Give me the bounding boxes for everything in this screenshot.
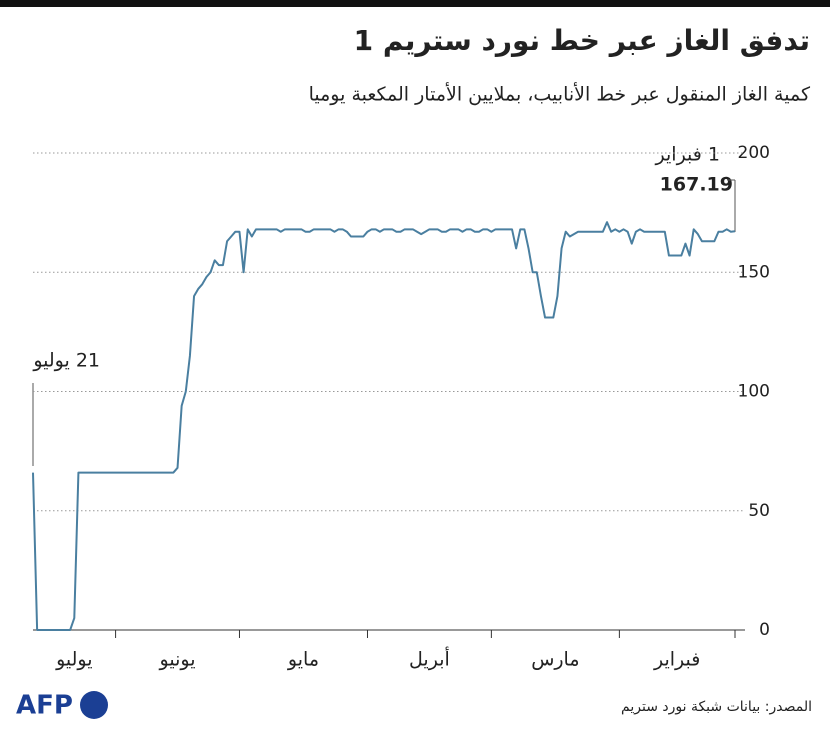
x-tick-label: يوليو [55,649,92,671]
logo-circle [80,691,108,719]
annotation: 21 يوليو [32,350,100,372]
data-label: 167.19 [660,174,733,196]
y-tick-label: 150 [738,262,770,282]
chart-title: تدفق الغاز عبر خط نورد ستريم 1 [354,24,810,57]
x-tick-label: مايو [287,649,319,671]
source: المصدر: بيانات شبكة نورد ستريم [621,699,812,715]
data-line [32,221,736,631]
annotation: 1 فبراير [655,144,720,166]
logo: AFP [16,691,73,721]
y-tick-label: 200 [738,143,770,163]
chart-subtitle: كمية الغاز المنقول عبر خط الأنابيب، بملا… [309,83,811,106]
top-bar [0,0,830,7]
x-tick-label: يونيو [159,649,196,671]
y-tick-label: 0 [759,620,770,640]
x-tick-label: فبراير [653,649,700,671]
x-tick-label: أبريل [409,647,450,671]
x-tick-label: مارس [531,649,579,671]
y-tick-label: 100 [738,382,770,402]
y-tick-label: 50 [748,501,770,521]
